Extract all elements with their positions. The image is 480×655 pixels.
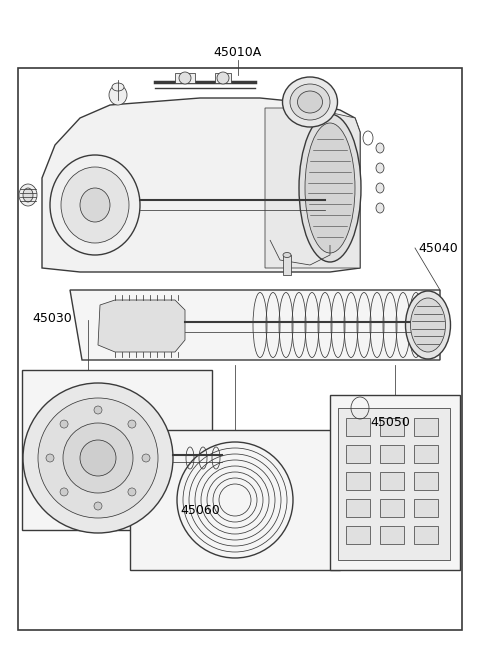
Bar	[18, 68, 462, 630]
Circle shape	[23, 383, 173, 533]
Ellipse shape	[376, 163, 384, 173]
Ellipse shape	[376, 203, 384, 213]
Bar	[175, 73, 195, 83]
Circle shape	[128, 420, 136, 428]
Ellipse shape	[376, 143, 384, 153]
Text: 45050: 45050	[370, 415, 410, 428]
Bar	[380, 445, 404, 463]
Ellipse shape	[23, 188, 33, 202]
Ellipse shape	[80, 188, 110, 222]
Bar	[380, 499, 404, 517]
Bar	[346, 499, 370, 517]
Text: 45010A: 45010A	[214, 45, 262, 58]
Circle shape	[60, 488, 68, 496]
Circle shape	[38, 398, 158, 518]
Circle shape	[94, 406, 102, 414]
Ellipse shape	[290, 84, 330, 120]
Bar	[283, 255, 291, 275]
Bar	[414, 472, 438, 490]
Ellipse shape	[61, 167, 129, 243]
Bar	[414, 445, 438, 463]
Bar	[414, 499, 438, 517]
Bar	[215, 73, 231, 83]
Ellipse shape	[50, 155, 140, 255]
Ellipse shape	[410, 298, 445, 352]
Circle shape	[94, 502, 102, 510]
Polygon shape	[98, 300, 185, 352]
Bar	[346, 472, 370, 490]
Polygon shape	[265, 108, 360, 268]
Ellipse shape	[406, 291, 451, 359]
Circle shape	[46, 454, 54, 462]
Bar	[346, 445, 370, 463]
Bar	[330, 395, 460, 570]
Polygon shape	[42, 98, 360, 272]
Text: 45030: 45030	[32, 312, 72, 324]
Circle shape	[80, 440, 116, 476]
Text: 45040: 45040	[418, 242, 458, 255]
Ellipse shape	[112, 83, 124, 91]
Bar	[380, 418, 404, 436]
Bar	[414, 526, 438, 544]
Ellipse shape	[283, 77, 337, 127]
Circle shape	[142, 454, 150, 462]
Circle shape	[128, 488, 136, 496]
Ellipse shape	[283, 252, 291, 257]
Ellipse shape	[376, 183, 384, 193]
Bar	[380, 472, 404, 490]
Ellipse shape	[305, 123, 355, 253]
Ellipse shape	[19, 184, 37, 206]
Text: 45060: 45060	[180, 504, 220, 517]
Bar	[414, 418, 438, 436]
Bar	[346, 526, 370, 544]
Polygon shape	[70, 290, 440, 360]
Ellipse shape	[299, 114, 361, 262]
Bar	[346, 418, 370, 436]
Bar	[380, 526, 404, 544]
Bar	[338, 408, 450, 560]
Bar	[22, 370, 212, 530]
Ellipse shape	[109, 85, 127, 105]
Bar	[130, 430, 340, 570]
Circle shape	[60, 420, 68, 428]
Circle shape	[217, 72, 229, 84]
Ellipse shape	[298, 91, 323, 113]
Circle shape	[63, 423, 133, 493]
Circle shape	[179, 72, 191, 84]
